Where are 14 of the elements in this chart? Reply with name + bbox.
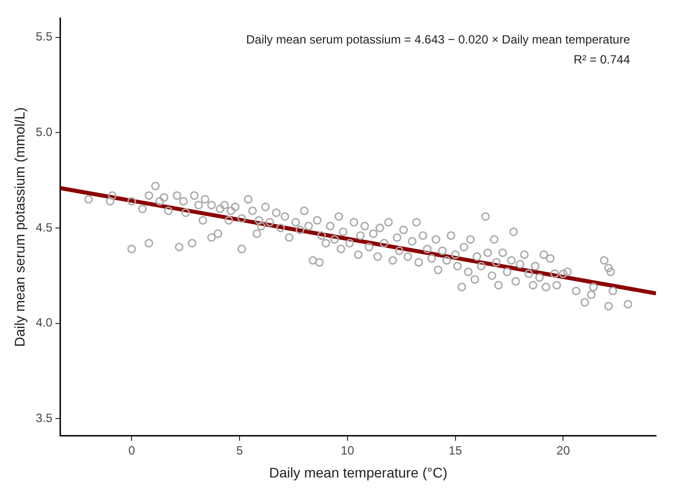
y-tick-label: 4.5 bbox=[36, 220, 53, 234]
annotation: Daily mean serum potassium = 4.643 − 0.020 × Daily mean temperature bbox=[246, 32, 630, 47]
x-tick-label: 0 bbox=[128, 443, 136, 458]
x-tick-label: 5 bbox=[236, 443, 244, 458]
y-tick-label: 3.5 bbox=[36, 410, 53, 425]
y-tick-label: 5.0 bbox=[36, 124, 53, 139]
y-tick-label: 5.5 bbox=[36, 30, 53, 44]
x-tick-label: 15 bbox=[448, 443, 462, 458]
x-axis-title: Daily mean temperature (°C) bbox=[269, 464, 448, 480]
y-tick-label: 4.0 bbox=[36, 316, 53, 330]
x-tick-label: 10 bbox=[340, 443, 354, 458]
y-axis-title: Daily mean serum potassium (mmol/L) bbox=[11, 107, 28, 347]
annotation: R² = 0.744 bbox=[574, 52, 630, 67]
x-tick-label: 20 bbox=[556, 443, 570, 458]
